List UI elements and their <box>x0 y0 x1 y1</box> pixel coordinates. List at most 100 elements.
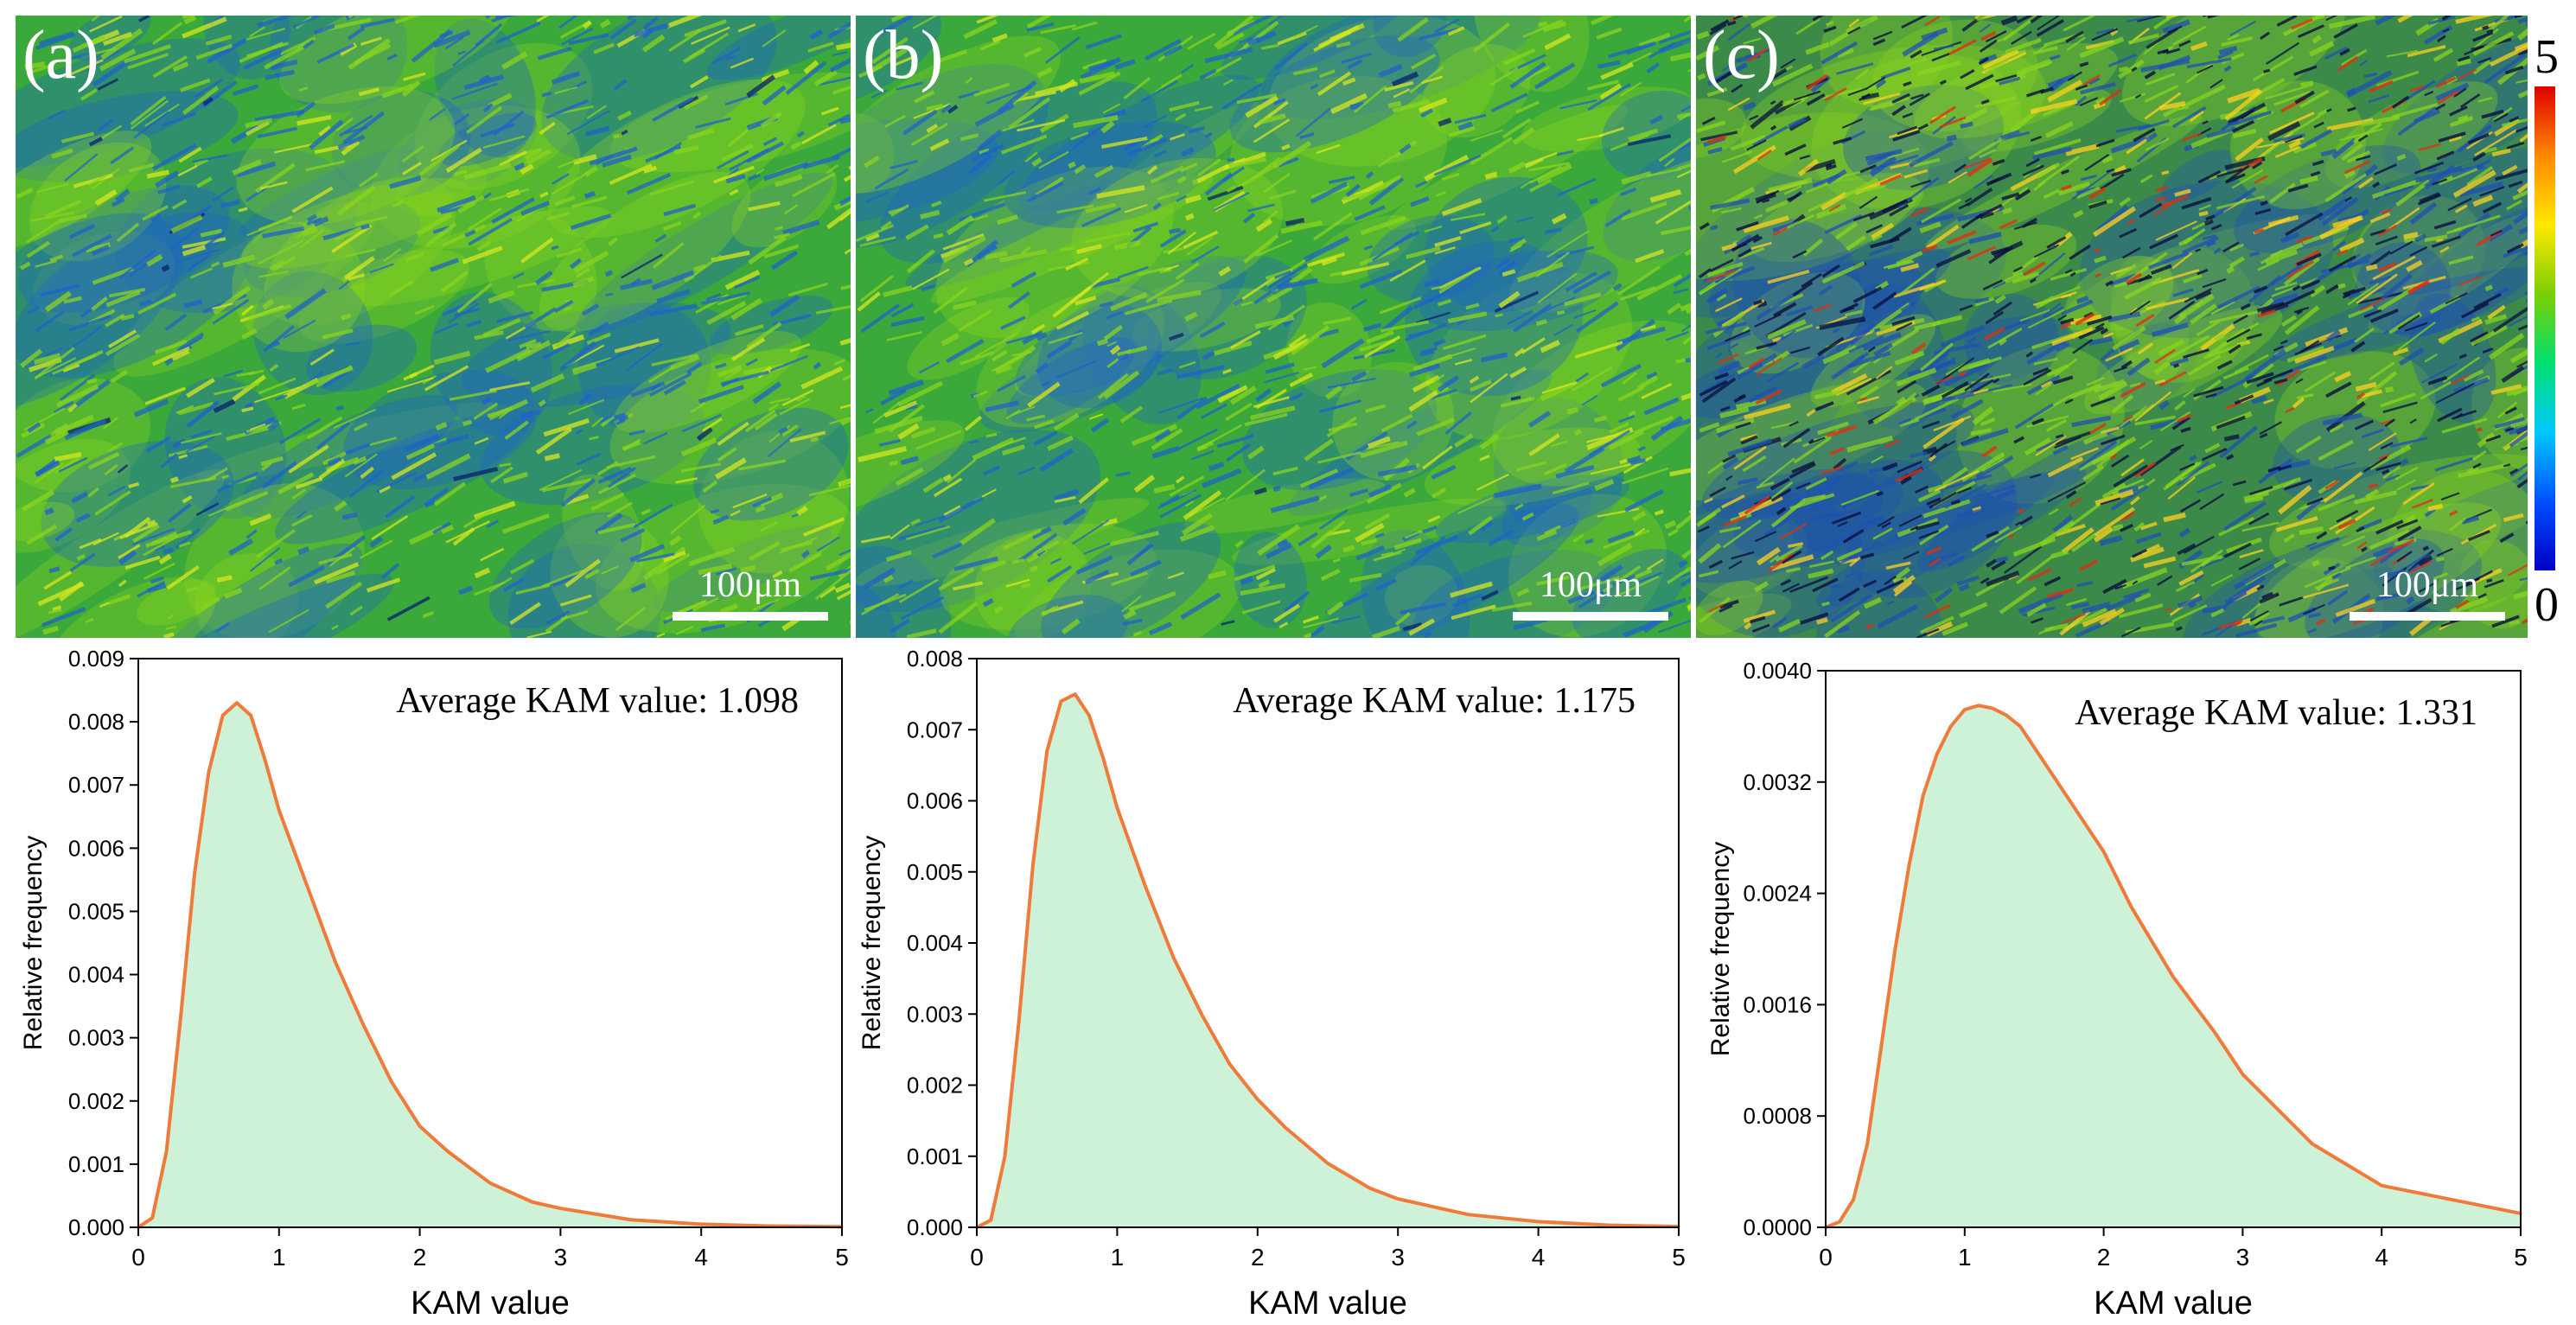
data-point <box>361 1023 365 1027</box>
map-texture <box>856 16 1691 638</box>
distribution-line <box>976 692 1680 1229</box>
data-point <box>2074 808 2077 812</box>
y-tick-label: 0.006 <box>907 788 963 814</box>
y-tick-label: 0.0016 <box>1743 991 1812 1017</box>
data-point <box>1031 863 1035 867</box>
data-point <box>1537 1220 1540 1223</box>
x-tick-label: 1 <box>1111 1244 1125 1271</box>
data-point <box>1368 1187 1372 1190</box>
data-point <box>2046 767 2050 770</box>
data-point <box>1879 1045 1883 1048</box>
distribution-area <box>977 694 1679 1227</box>
map-texture <box>16 16 851 638</box>
y-axis-label: Relative frequency <box>858 836 886 1050</box>
y-tick-label: 0.0000 <box>1743 1214 1812 1240</box>
histogram-a: 0 1 2 3 4 5 0.000 0.001 0.002 0.003 0.004 0.005 0.00… <box>19 646 849 1322</box>
data-point <box>488 1182 492 1185</box>
y-tick-label: 0.005 <box>907 859 963 885</box>
data-point <box>235 701 239 704</box>
y-tick-label: 0.005 <box>68 898 124 924</box>
y-tick-label: 0.009 <box>68 646 124 672</box>
histogram-b: 0 1 2 3 4 5 0.000 0.001 0.002 0.003 0.004 0.005 0.00… <box>858 646 1686 1322</box>
data-point <box>2018 724 2022 728</box>
data-point <box>165 1150 169 1153</box>
data-point <box>1893 947 1897 951</box>
data-point <box>1087 714 1091 717</box>
y-tick-label: 0.001 <box>68 1151 124 1177</box>
data-point <box>221 714 225 717</box>
data-point <box>1907 863 1910 867</box>
data-point <box>193 872 196 876</box>
scale-bar <box>2350 612 2505 621</box>
distribution-area <box>138 703 842 1227</box>
y-tick-label: 0.004 <box>907 930 963 956</box>
y-tick-label: 0.000 <box>68 1214 124 1240</box>
colorbar-min-label: 0 <box>2535 578 2559 632</box>
data-point <box>418 1124 422 1128</box>
x-axis-label: KAM value <box>411 1285 570 1322</box>
x-tick-label: 3 <box>1391 1244 1405 1271</box>
data-point <box>249 714 252 717</box>
data-point <box>2171 975 2175 978</box>
y-tick-label: 0.0032 <box>1743 769 1812 795</box>
y-tick-label: 0.008 <box>68 709 124 735</box>
x-axis-label: KAM value <box>1248 1285 1407 1322</box>
x-tick-label: 5 <box>2514 1244 2528 1271</box>
x-tick-label: 1 <box>272 1244 286 1271</box>
x-tick-label: 2 <box>1251 1244 1265 1271</box>
data-point <box>1396 1197 1400 1201</box>
y-tick-label: 0.001 <box>907 1143 963 1169</box>
scale-bar-label: 100μm <box>1540 565 1642 605</box>
y-tick-label: 0.000 <box>907 1214 963 1240</box>
plot-frame <box>1825 670 2522 1228</box>
data-point <box>446 1150 450 1153</box>
data-point <box>179 1017 182 1021</box>
distribution-line <box>137 701 843 1229</box>
data-point <box>1865 1142 1869 1145</box>
average-kam-annotation: Average KAM value: 1.331 <box>2075 693 2477 733</box>
x-axis-label: KAM value <box>2094 1285 2253 1322</box>
y-tick-label: 0.002 <box>68 1088 124 1114</box>
data-point <box>1326 1162 1329 1165</box>
y-tick-label: 0.007 <box>68 772 124 798</box>
average-kam-annotation: Average KAM value: 1.098 <box>396 681 799 721</box>
data-point <box>1171 955 1175 959</box>
data-point <box>264 758 267 761</box>
data-point <box>1466 1213 1470 1216</box>
kam-map-c: KAM map (c)(c)100μm <box>1696 16 2528 638</box>
data-point <box>1045 749 1049 753</box>
x-tick-label: 0 <box>970 1244 984 1271</box>
data-point <box>1949 724 1953 728</box>
data-point <box>305 884 309 888</box>
data-point <box>2130 906 2133 909</box>
data-point <box>1852 1198 1855 1201</box>
scale-bar <box>1513 612 1668 621</box>
colorbar-gradient <box>2535 86 2555 570</box>
y-tick-label: 0.003 <box>907 1001 963 1027</box>
data-point <box>2005 714 2008 717</box>
data-point <box>2450 1198 2453 1201</box>
data-point <box>1200 1012 1203 1016</box>
data-point <box>699 1222 703 1226</box>
x-tick-label: 0 <box>131 1244 145 1271</box>
data-point <box>1074 692 1077 696</box>
data-point <box>2102 850 2106 853</box>
distribution-area <box>1826 705 2521 1227</box>
y-tick-label: 0.004 <box>68 962 124 988</box>
data-point <box>1227 1062 1231 1066</box>
data-point <box>1256 1098 1259 1101</box>
y-tick-label: 0.0008 <box>1743 1103 1812 1129</box>
colorbar-max-label: 5 <box>2535 30 2559 84</box>
data-point <box>1284 1126 1287 1130</box>
data-point <box>2241 1073 2244 1076</box>
y-tick-label: 0.0024 <box>1743 881 1812 907</box>
data-point <box>1922 794 1925 798</box>
data-point <box>1101 756 1105 760</box>
panel-label: (a) <box>22 17 99 93</box>
x-tick-label: 1 <box>1958 1244 1972 1271</box>
scale-bar-label: 100μm <box>699 565 802 605</box>
y-tick-label: 0.002 <box>907 1073 963 1099</box>
x-tick-label: 2 <box>413 1244 427 1271</box>
data-point <box>207 771 210 774</box>
data-point <box>390 1080 393 1084</box>
